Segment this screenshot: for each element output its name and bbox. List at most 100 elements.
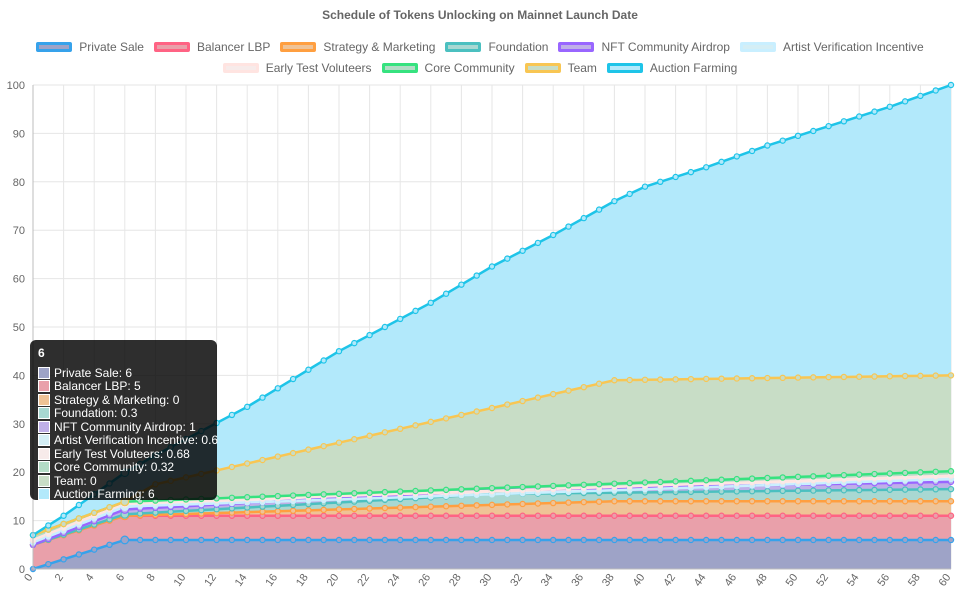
data-point-strategy-marketing[interactable] — [626, 498, 633, 505]
data-point-foundation[interactable] — [932, 486, 939, 493]
data-point-private-sale[interactable] — [764, 536, 771, 544]
data-point-auction-farming[interactable] — [718, 158, 725, 166]
data-point-balancer-lbp[interactable] — [397, 512, 404, 519]
data-point-core-community[interactable] — [856, 471, 863, 478]
data-point-strategy-marketing[interactable] — [473, 502, 480, 509]
data-point-strategy-marketing[interactable] — [611, 498, 618, 505]
data-point-balancer-lbp[interactable] — [320, 512, 327, 519]
data-point-core-community[interactable] — [886, 470, 894, 477]
data-point-team[interactable] — [779, 374, 786, 382]
data-point-core-community[interactable] — [794, 473, 802, 481]
data-point-balancer-lbp[interactable] — [641, 512, 649, 519]
data-point-core-community[interactable] — [626, 479, 633, 487]
data-point-private-sale[interactable] — [90, 546, 98, 553]
data-point-team[interactable] — [917, 372, 924, 380]
data-point-core-community[interactable] — [351, 490, 358, 497]
data-point-balancer-lbp[interactable] — [794, 512, 802, 519]
data-point-private-sale[interactable] — [748, 536, 756, 544]
data-point-auction-farming[interactable] — [45, 522, 52, 529]
data-point-team[interactable] — [243, 460, 251, 467]
data-point-strategy-marketing[interactable] — [335, 506, 343, 513]
data-point-private-sale[interactable] — [641, 536, 649, 544]
data-point-balancer-lbp[interactable] — [626, 512, 633, 519]
data-point-private-sale[interactable] — [152, 536, 159, 544]
data-point-private-sale[interactable] — [289, 536, 297, 544]
data-point-strategy-marketing[interactable] — [779, 498, 786, 505]
data-point-private-sale[interactable] — [687, 536, 695, 544]
data-point-core-community[interactable] — [703, 477, 710, 484]
data-point-private-sale[interactable] — [243, 536, 251, 544]
data-point-core-community[interactable] — [764, 474, 771, 482]
data-point-private-sale[interactable] — [794, 536, 802, 544]
data-point-private-sale[interactable] — [901, 536, 909, 544]
data-point-private-sale[interactable] — [825, 536, 832, 544]
data-point-balancer-lbp[interactable] — [810, 512, 817, 519]
data-point-private-sale[interactable] — [871, 536, 878, 544]
data-point-balancer-lbp[interactable] — [779, 512, 786, 519]
data-point-private-sale[interactable] — [60, 556, 67, 563]
data-point-auction-farming[interactable] — [733, 153, 741, 160]
data-point-private-sale[interactable] — [182, 536, 190, 544]
data-point-team[interactable] — [228, 463, 236, 471]
data-point-auction-farming[interactable] — [703, 164, 710, 171]
data-point-auction-farming[interactable] — [305, 366, 312, 373]
data-point-auction-farming[interactable] — [856, 113, 863, 120]
data-point-balancer-lbp[interactable] — [305, 512, 312, 519]
data-point-strategy-marketing[interactable] — [657, 498, 664, 505]
data-point-auction-farming[interactable] — [580, 214, 588, 222]
data-point-balancer-lbp[interactable] — [917, 512, 924, 519]
data-point-auction-farming[interactable] — [840, 118, 848, 125]
data-point-core-community[interactable] — [825, 472, 832, 479]
data-point-strategy-marketing[interactable] — [550, 499, 557, 507]
data-point-balancer-lbp[interactable] — [840, 512, 848, 519]
data-point-core-community[interactable] — [412, 487, 419, 495]
data-point-auction-farming[interactable] — [932, 87, 939, 94]
data-point-core-community[interactable] — [335, 490, 343, 498]
data-point-core-community[interactable] — [366, 489, 373, 496]
data-point-auction-farming[interactable] — [917, 92, 924, 100]
data-point-strategy-marketing[interactable] — [748, 498, 756, 505]
data-point-team[interactable] — [595, 380, 603, 387]
data-point-balancer-lbp[interactable] — [733, 512, 741, 519]
data-point-team[interactable] — [412, 422, 419, 429]
data-point-foundation[interactable] — [825, 487, 832, 494]
data-point-core-community[interactable] — [611, 480, 618, 487]
data-point-strategy-marketing[interactable] — [289, 507, 297, 514]
data-point-core-community[interactable] — [427, 487, 434, 494]
data-point-strategy-marketing[interactable] — [595, 498, 603, 505]
data-point-private-sale[interactable] — [488, 536, 496, 544]
data-point-core-community[interactable] — [565, 482, 572, 489]
data-point-core-community[interactable] — [917, 469, 924, 476]
data-point-strategy-marketing[interactable] — [886, 498, 894, 505]
data-point-foundation[interactable] — [917, 486, 924, 493]
data-point-private-sale[interactable] — [504, 536, 511, 544]
data-point-strategy-marketing[interactable] — [442, 503, 450, 510]
data-point-strategy-marketing[interactable] — [351, 505, 358, 513]
data-point-private-sale[interactable] — [534, 536, 542, 544]
data-point-strategy-marketing[interactable] — [687, 498, 695, 505]
data-point-core-community[interactable] — [672, 478, 679, 485]
legend-item-early-test-voluteers[interactable]: Early Test Voluteers — [222, 61, 372, 75]
data-point-strategy-marketing[interactable] — [856, 498, 863, 505]
data-point-team[interactable] — [580, 383, 588, 391]
data-point-team[interactable] — [703, 375, 710, 383]
data-point-team[interactable] — [106, 504, 113, 511]
data-point-auction-farming[interactable] — [381, 323, 389, 331]
data-point-balancer-lbp[interactable] — [672, 512, 679, 519]
data-point-private-sale[interactable] — [136, 536, 144, 544]
data-point-private-sale[interactable] — [580, 536, 588, 544]
data-point-private-sale[interactable] — [703, 536, 710, 544]
data-point-strategy-marketing[interactable] — [366, 505, 373, 512]
data-point-private-sale[interactable] — [657, 536, 664, 544]
data-point-team[interactable] — [473, 408, 480, 415]
data-point-strategy-marketing[interactable] — [947, 498, 955, 505]
data-point-auction-farming[interactable] — [504, 255, 511, 262]
data-point-strategy-marketing[interactable] — [458, 502, 465, 509]
data-point-balancer-lbp[interactable] — [488, 512, 496, 519]
data-point-balancer-lbp[interactable] — [412, 512, 419, 519]
data-point-private-sale[interactable] — [366, 536, 373, 544]
data-point-private-sale[interactable] — [550, 536, 557, 544]
data-point-balancer-lbp[interactable] — [595, 512, 603, 519]
data-point-balancer-lbp[interactable] — [442, 512, 450, 519]
data-point-team[interactable] — [856, 373, 863, 380]
